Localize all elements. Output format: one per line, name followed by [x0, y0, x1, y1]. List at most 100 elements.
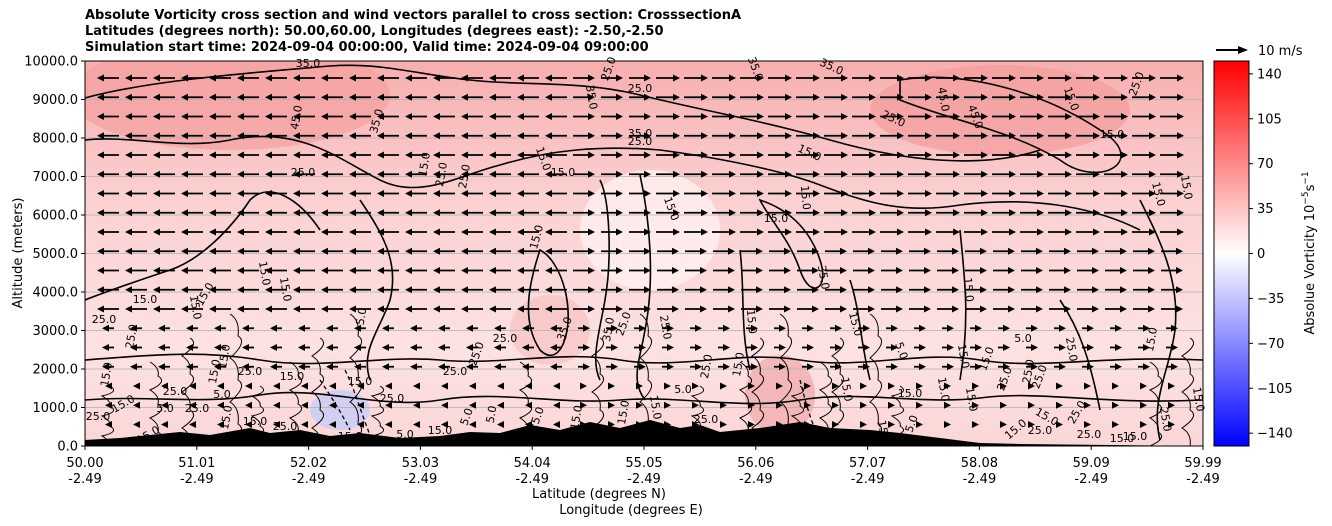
wind-vector-head: [897, 170, 904, 178]
wind-vector-head: [1168, 401, 1175, 409]
wind-vector-head: [944, 401, 951, 409]
wind-vector-head: [209, 305, 216, 313]
x-tick-label-lon: -2.49: [739, 472, 773, 487]
wind-vector-head: [751, 344, 758, 351]
wind-vector-head: [433, 74, 440, 82]
wind-vector-head: [413, 382, 420, 390]
wind-vector-head: [785, 190, 792, 197]
wind-vector-head: [925, 74, 932, 82]
wind-vector-head: [1143, 324, 1150, 332]
contour-line: [1181, 337, 1195, 446]
wind-vector-head: [189, 421, 196, 428]
wind-vector-head: [153, 132, 160, 140]
wind-vector-head: [1028, 382, 1035, 390]
wind-vector-head: [1093, 74, 1100, 82]
x-tick-label-lon: -2.49: [627, 472, 661, 487]
wind-vector-head: [925, 228, 932, 236]
wind-vector-head: [1171, 363, 1178, 371]
wind-vector-head: [466, 324, 473, 332]
wind-vector-head: [125, 170, 132, 178]
contour-label: 25.0: [273, 420, 298, 433]
contour-label: 25.0: [92, 313, 117, 326]
wind-vector-head: [1065, 74, 1072, 82]
wind-vector-head: [785, 93, 792, 101]
contour-label: 5.0: [396, 428, 414, 441]
wind-vector-head: [813, 93, 820, 101]
wind-vector-head: [1003, 363, 1010, 371]
wind-vector-head: [944, 421, 951, 428]
wind-vector-head: [897, 209, 904, 217]
wind-vector-head: [153, 228, 160, 236]
wind-vector-head: [1093, 228, 1100, 236]
x-tick-label-lat: 55.05: [625, 456, 662, 471]
wind-vector-head: [840, 267, 847, 274]
wind-vector-head: [1176, 286, 1183, 294]
wind-vector-head: [1148, 247, 1155, 255]
wind-vector-head: [757, 151, 764, 159]
wind-vector-head: [357, 401, 364, 409]
wind-vector-head: [186, 363, 193, 371]
wind-vector-head: [550, 324, 557, 332]
wind-vector-head: [153, 247, 160, 255]
y-tick-label: 6000.0: [33, 209, 79, 224]
wind-vector-head: [944, 382, 951, 390]
wind-vector-head: [125, 228, 132, 236]
contour-label: 5.0: [213, 388, 231, 401]
wind-vector-head: [461, 209, 468, 217]
wind-vector-head: [616, 267, 623, 274]
contour-label: 25.0: [238, 365, 263, 378]
y-axis: 0.0 1000.0 2000.0 3000.0 4000.0 5000.0 6000.0 7…: [24, 55, 85, 455]
wind-vector-head: [700, 286, 707, 294]
wind-vector-head: [1065, 190, 1072, 197]
wind-vector-head: [784, 305, 791, 313]
wind-vector-head: [841, 151, 848, 159]
wind-vector-head: [161, 421, 168, 428]
contour-label: 15.0: [98, 361, 115, 387]
wind-vector-head: [153, 305, 160, 313]
wind-vector-head: [756, 286, 763, 294]
wind-vector-head: [673, 209, 680, 217]
wind-vector-head: [1177, 132, 1184, 140]
wind-vector-head: [813, 151, 820, 159]
wind-vector-head: [869, 113, 876, 120]
wind-vector-head: [667, 324, 674, 332]
contour-line: [1148, 361, 1163, 446]
wind-vector-head: [776, 382, 783, 390]
wind-vector-head: [863, 324, 870, 332]
wind-vector-head: [1056, 401, 1063, 409]
wind-vector-head: [1065, 170, 1072, 178]
wind-vector-head: [1003, 344, 1010, 351]
wind-vector-head: [639, 363, 646, 371]
x-tick-label-lon: -2.49: [68, 472, 102, 487]
wind-vector-head: [237, 151, 244, 159]
wind-vector-head: [1036, 247, 1043, 255]
wind-vector-head: [405, 74, 412, 82]
wind-vector-head: [1120, 305, 1127, 313]
wind-vector-head: [636, 421, 643, 428]
wind-vector-head: [349, 113, 356, 120]
wind-vector-head: [700, 267, 707, 274]
wind-vector-head: [1176, 305, 1183, 313]
wind-vector-head: [1031, 344, 1038, 351]
wind-vector-head: [1177, 170, 1184, 178]
wind-vector-head: [1177, 151, 1184, 159]
contour-label: 15.0: [764, 212, 789, 225]
wind-vector-head: [265, 286, 272, 294]
wind-vector-head: [1036, 286, 1043, 294]
wind-vector-head: [664, 421, 671, 428]
wind-vector-head: [953, 132, 960, 140]
wind-vector-head: [869, 209, 876, 217]
wind-vector-head: [728, 286, 735, 294]
wind-vector-head: [1008, 247, 1015, 255]
wind-vector-head: [1093, 132, 1100, 140]
wind-vector-head: [181, 209, 188, 217]
wind-vector-head: [158, 363, 165, 371]
wind-vector-head: [209, 170, 216, 178]
x-tick-label-lat: 56.06: [737, 456, 774, 471]
wind-vector-head: [784, 267, 791, 274]
wind-vector-head: [729, 228, 736, 236]
wind-vector-head: [841, 228, 848, 236]
x-tick-label-lon: -2.49: [963, 472, 997, 487]
wind-vector-head: [779, 324, 786, 332]
wind-vector-head: [1176, 247, 1183, 255]
